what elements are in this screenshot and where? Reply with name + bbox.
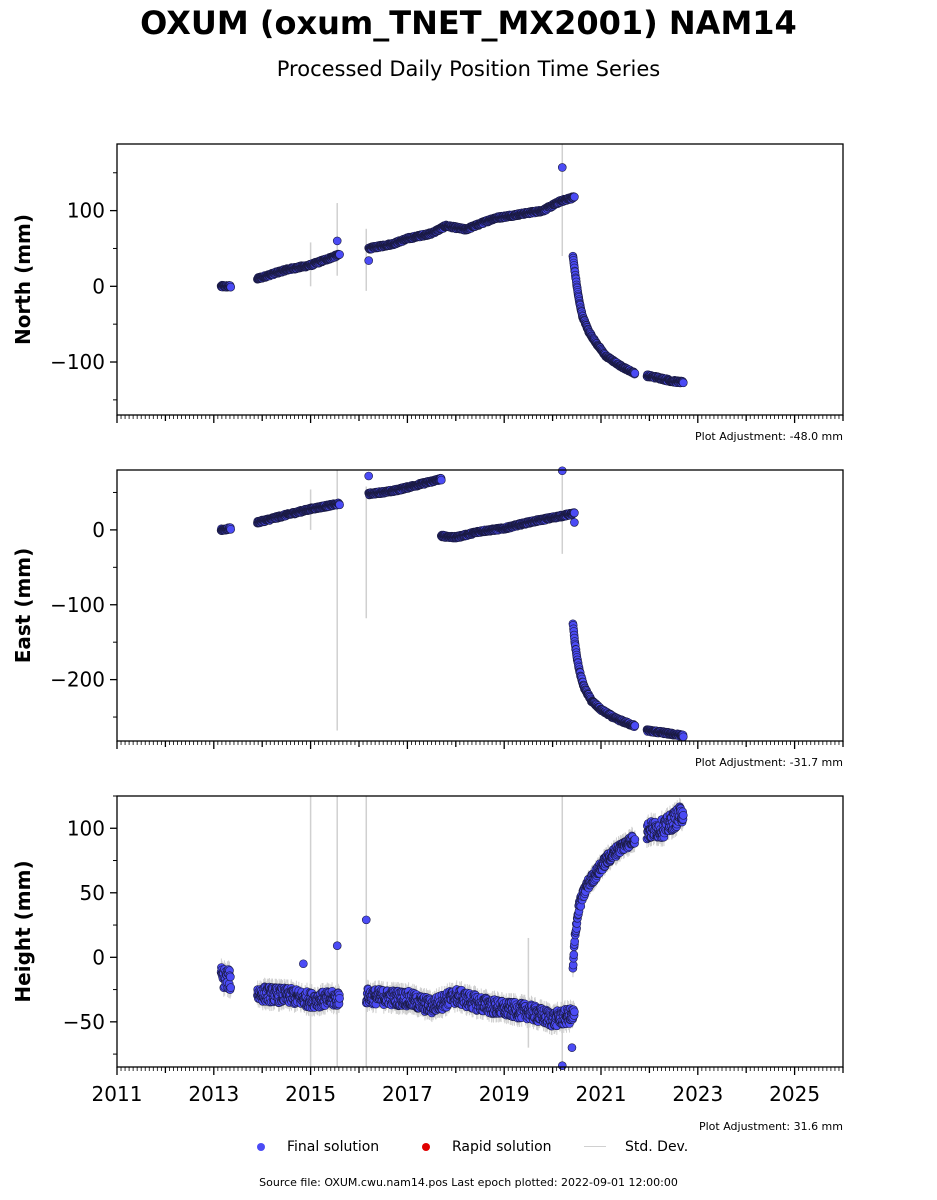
plot-frame	[116, 469, 844, 742]
y-tick-label: 0	[92, 518, 105, 542]
outlier-point	[364, 256, 373, 265]
y-axis-label: North (mm)	[11, 214, 35, 345]
plot-adjustment-label: Plot Adjustment: -48.0 mm	[695, 430, 843, 443]
plot-frame	[116, 143, 844, 416]
data-point	[630, 368, 640, 378]
data-point	[226, 983, 235, 992]
data-point	[630, 721, 640, 731]
outlier-point	[332, 236, 342, 246]
data-point	[678, 378, 688, 388]
data-point	[570, 192, 579, 202]
data-point	[226, 282, 235, 292]
outlier-point	[364, 471, 373, 481]
chart-subtitle: Processed Daily Position Time Series	[276, 57, 661, 81]
data-point	[335, 500, 344, 510]
y-tick-label: 100	[67, 199, 105, 223]
data-point	[335, 250, 344, 259]
outlier-point	[557, 466, 567, 476]
outlier-point	[570, 518, 579, 527]
data-point	[226, 524, 235, 534]
y-axis-label: East (mm)	[11, 548, 35, 664]
data-point	[436, 475, 446, 485]
data-point	[335, 993, 344, 1003]
data-point	[570, 508, 579, 518]
y-tick-label: −100	[50, 350, 105, 374]
plot-adjustment-label: Plot Adjustment: -31.7 mm	[695, 756, 843, 769]
y-tick-label: 0	[92, 274, 105, 298]
y-tick-label: −200	[50, 668, 105, 692]
chart-title: OXUM (oxum_TNET_MX2001) NAM14	[140, 4, 797, 42]
outlier-point	[557, 163, 567, 172]
data-point	[226, 972, 235, 982]
data-point	[678, 732, 688, 742]
y-tick-label: −100	[50, 593, 105, 617]
